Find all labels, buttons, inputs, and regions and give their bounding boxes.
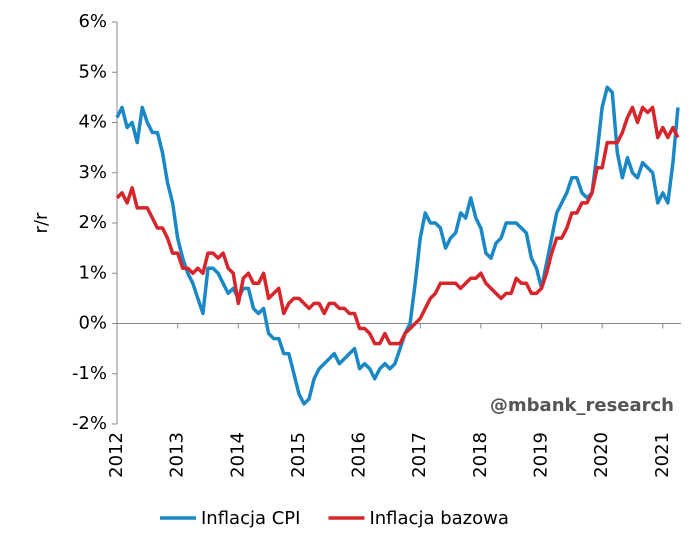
x-tick-label: 2013 — [167, 432, 188, 478]
y-tick-label: 3% — [78, 162, 107, 183]
series-line — [115, 105, 680, 346]
x-tick-label: 2017 — [409, 432, 430, 478]
y-tick-label: 1% — [78, 262, 107, 283]
x-tick-label: 2019 — [531, 432, 552, 478]
x-tick-label: 2021 — [652, 432, 673, 478]
x-tick-label: 2012 — [106, 432, 127, 478]
y-tick-label: -1% — [72, 363, 107, 384]
x-tick-label: 2018 — [470, 432, 491, 478]
y-tick-label: 2% — [78, 212, 107, 233]
y-tick-label: 5% — [78, 61, 107, 82]
y-tick-label: -2% — [72, 413, 107, 434]
x-tick-label: 2015 — [288, 432, 309, 478]
legend-label: Inflacja CPI — [201, 508, 300, 529]
legend-label: Inflacja bazowa — [369, 508, 508, 529]
y-tick-label: 6% — [78, 11, 107, 32]
x-tick-label: 2014 — [227, 432, 248, 478]
series-line — [115, 85, 680, 406]
y-tick-label: 4% — [78, 112, 107, 133]
x-tick-label: 2020 — [591, 432, 612, 478]
y-tick-label: 0% — [78, 313, 107, 334]
y-axis-label: r/r — [31, 212, 52, 233]
x-tick-label: 2016 — [349, 432, 370, 478]
annotation: @mbank_research — [490, 395, 674, 416]
